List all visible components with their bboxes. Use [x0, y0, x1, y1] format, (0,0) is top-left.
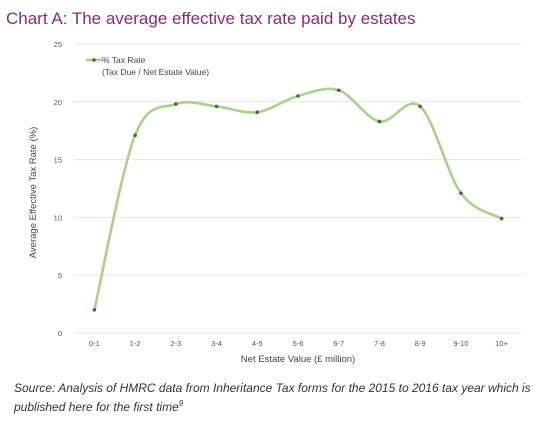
- y-tick-label: 25: [54, 40, 62, 49]
- x-axis-label: Net Estate Value (£ million): [241, 354, 355, 365]
- x-tick-label: 7-8: [374, 339, 385, 348]
- legend-series-subtitle: (Tax Due / Net Estate Value): [102, 67, 209, 77]
- data-point: [174, 102, 178, 106]
- chart-title: Chart A: The average effective tax rate …: [6, 9, 416, 28]
- source-text: Source: Analysis of HMRC data from Inher…: [14, 381, 531, 414]
- legend-marker-swatch: [92, 58, 96, 62]
- x-tick-label: 8-9: [415, 339, 426, 348]
- x-axis-ticks: 0-1 1-2 2-3 3-4 4-5 5-6 6-7 7-8 8-9 9-10 10+: [89, 339, 509, 348]
- data-point: [336, 88, 341, 93]
- data-point: [418, 104, 422, 109]
- data-point: [459, 191, 463, 195]
- line-chart: 0 5 10 15 20 25 0-1 1-2 2-3 3-4 4-5 5-6 6-7 7-8 8-9 9-…: [28, 40, 522, 365]
- y-tick-label: 15: [54, 156, 62, 165]
- x-tick-label: 2-3: [170, 339, 181, 348]
- y-tick-label: 20: [54, 98, 62, 107]
- series-line: [93, 87, 503, 312]
- x-tick-label: 4-5: [252, 339, 263, 348]
- gridlines: [74, 43, 522, 334]
- data-point: [499, 216, 504, 221]
- x-tick-label: 5-6: [293, 339, 304, 348]
- series-line-layer: [93, 87, 503, 312]
- legend-series-name: % Tax Rate: [102, 55, 146, 65]
- y-axis-label: Average Effective Tax Rate (%): [28, 127, 39, 258]
- data-point: [296, 94, 300, 98]
- footnote-marker: 9: [178, 399, 184, 408]
- data-points: [92, 88, 504, 312]
- x-tick-label: 10+: [495, 339, 508, 348]
- x-tick-label: 3-4: [211, 339, 222, 348]
- y-tick-label: 10: [54, 213, 62, 222]
- data-point: [92, 308, 97, 312]
- data-point: [133, 133, 137, 138]
- y-axis-ticks: 0 5 10 15 20 25: [54, 40, 62, 338]
- y-tick-label: 5: [58, 271, 62, 280]
- x-tick-label: 0-1: [89, 339, 100, 348]
- source-note: Source: Analysis of HMRC data from Inher…: [14, 381, 544, 415]
- x-tick-label: 1-2: [130, 339, 141, 348]
- data-point: [255, 110, 260, 115]
- x-tick-label: 6-7: [333, 339, 344, 348]
- legend: % Tax Rate (Tax Due / Net Estate Value): [86, 55, 209, 77]
- x-tick-label: 9-10: [453, 339, 468, 348]
- y-tick-label: 0: [58, 329, 62, 338]
- data-point: [377, 119, 382, 124]
- data-point: [214, 104, 219, 109]
